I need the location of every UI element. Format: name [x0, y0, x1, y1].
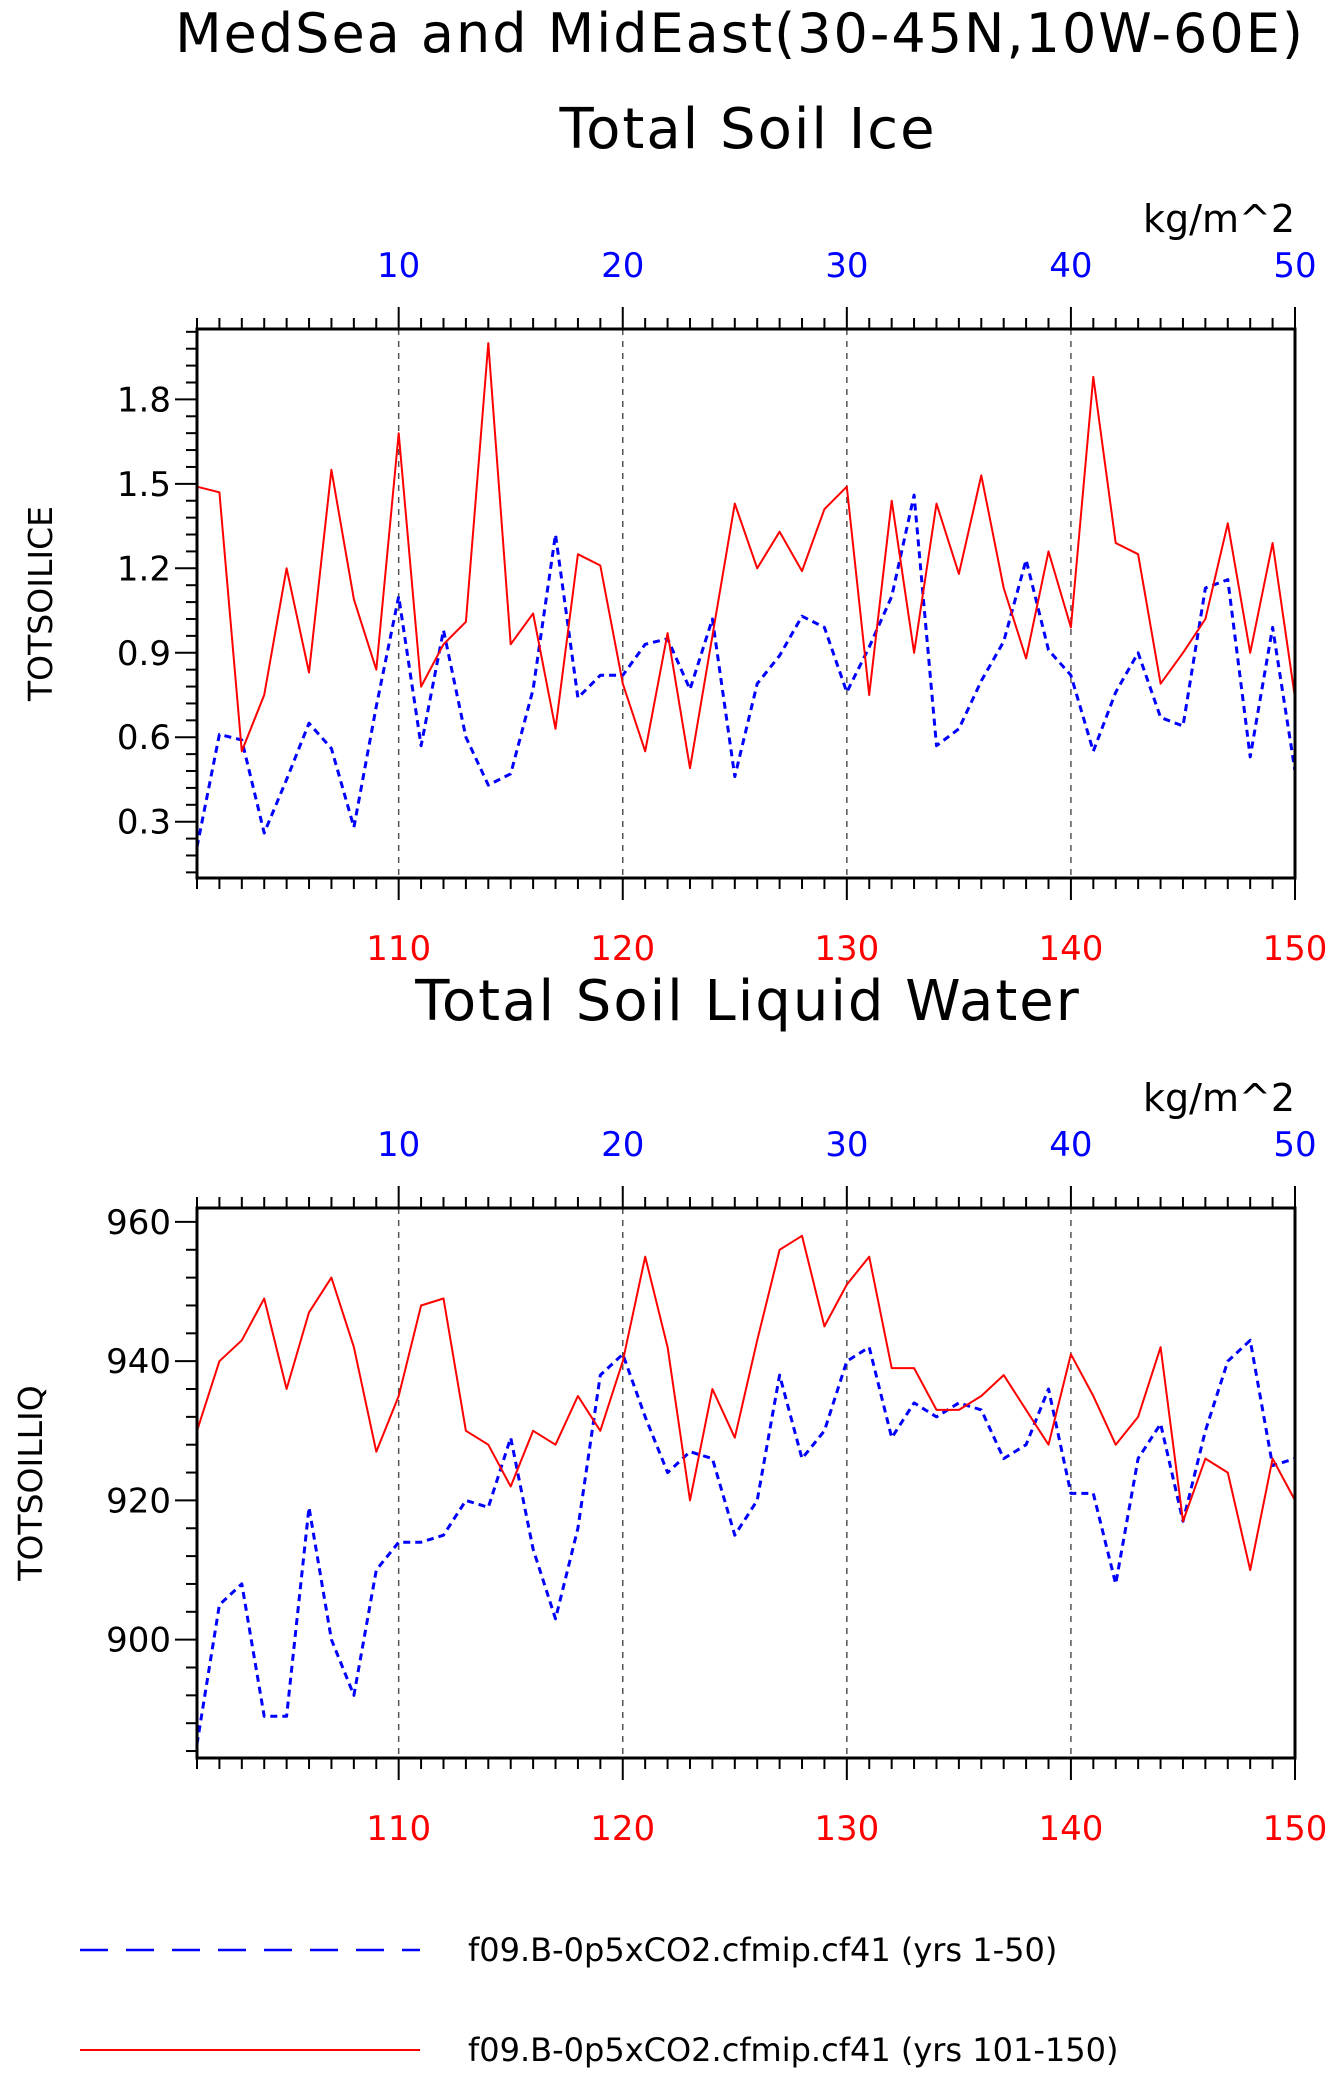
units-label: kg/m^2	[1143, 1076, 1295, 1120]
y-tick-label: 940	[106, 1342, 171, 1382]
y-tick-label: 960	[106, 1203, 171, 1243]
units-label: kg/m^2	[1143, 197, 1295, 241]
x-bottom-tick-label: 120	[590, 1809, 655, 1849]
legend: f09.B-0p5xCO2.cfmip.cf41 (yrs 1-50) f09.B…	[80, 1931, 1118, 2069]
panel-title: Total Soil Liquid Water	[414, 969, 1081, 1034]
y-tick-label: 0.3	[117, 803, 171, 843]
x-top-tick-label: 40	[1049, 1125, 1092, 1165]
series-line-yrs-101-150	[196, 342, 1296, 770]
x-bottom-tick-label: 140	[1038, 1809, 1103, 1849]
panel-total-soil-liquid-water: Total Soil Liquid Water kg/m^2 10 20 30 40 50 1…	[11, 969, 1327, 1849]
legend-label: f09.B-0p5xCO2.cfmip.cf41 (yrs 1-50)	[468, 1931, 1057, 1969]
x-top-tick-label: 50	[1273, 246, 1316, 286]
x-top-tick-label: 10	[377, 246, 420, 286]
x-bottom-tick-label: 140	[1038, 929, 1103, 969]
x-top-tick-label: 20	[601, 1125, 644, 1165]
figure-title: MedSea and MidEast(30-45N,10W-60E)	[175, 2, 1305, 65]
x-top-tick-label: 10	[377, 1125, 420, 1165]
panel-total-soil-ice: Total Soil Ice kg/m^2 10 20 30 40 50 110 120 130 1…	[21, 97, 1327, 969]
plot-frame	[195, 1206, 1297, 1760]
x-bottom-tick-label: 150	[1263, 929, 1328, 969]
series-line-yrs-1-50	[195, 493, 1297, 848]
y-tick-label: 1.2	[117, 549, 171, 589]
series-line-yrs-101-150	[196, 1234, 1296, 1571]
x-bottom-tick-label: 150	[1263, 1809, 1328, 1849]
x-bottom-tick-label: 130	[814, 1809, 879, 1849]
y-tick-label: 1.5	[117, 465, 171, 505]
x-top-tick-label: 30	[825, 246, 868, 286]
x-bottom-tick-label: 130	[814, 929, 879, 969]
legend-label: f09.B-0p5xCO2.cfmip.cf41 (yrs 101-150)	[468, 2031, 1118, 2069]
y-axis-label: TOTSOILICE	[21, 506, 60, 702]
y-tick-label: 0.9	[117, 634, 171, 674]
x-bottom-tick-label: 120	[590, 929, 655, 969]
series-line-yrs-1-50	[195, 1338, 1296, 1745]
y-tick-label: 920	[106, 1481, 171, 1521]
x-top-tick-label: 20	[601, 246, 644, 286]
plot-frame	[195, 327, 1297, 880]
x-top-tick-label: 40	[1049, 246, 1092, 286]
y-tick-label: 0.6	[117, 718, 171, 758]
y-axis-label: TOTSOILLIQ	[11, 1385, 50, 1581]
x-top-tick-label: 50	[1273, 1125, 1316, 1165]
y-tick-label: 1.8	[117, 380, 171, 420]
y-tick-label: 900	[106, 1621, 171, 1661]
x-bottom-tick-label: 110	[366, 1809, 431, 1849]
x-bottom-tick-label: 110	[366, 929, 431, 969]
x-top-tick-label: 30	[825, 1125, 868, 1165]
panel-title: Total Soil Ice	[558, 97, 936, 162]
